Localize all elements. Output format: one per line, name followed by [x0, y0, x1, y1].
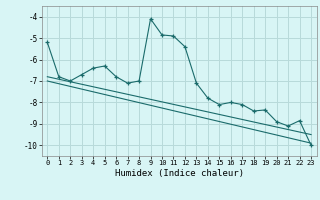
X-axis label: Humidex (Indice chaleur): Humidex (Indice chaleur): [115, 169, 244, 178]
